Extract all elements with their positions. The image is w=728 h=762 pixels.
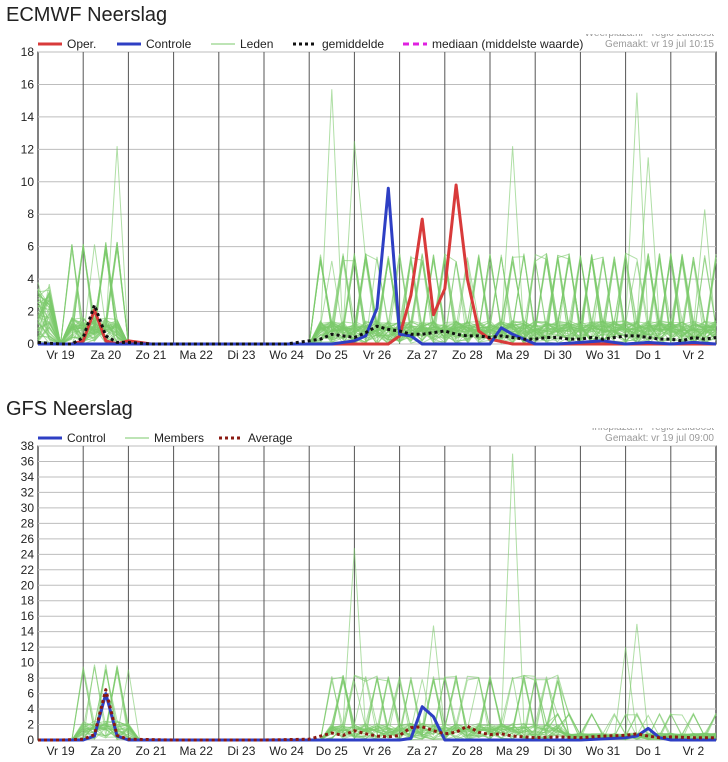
x-tick-label: Di 23 — [227, 348, 255, 362]
x-tick-label: Di 30 — [544, 348, 572, 362]
x-tick-label: Do 1 — [636, 348, 662, 362]
x-tick-label: Do 25 — [316, 744, 348, 758]
y-tick-label: 4 — [27, 272, 34, 286]
series-line-gemiddelde — [37, 303, 717, 346]
y-tick-label: 36 — [21, 454, 35, 468]
gfs-chart-title: GFS Neerslag — [6, 398, 133, 420]
y-tick-label: 16 — [21, 77, 35, 91]
x-tick-label: Vr 19 — [46, 744, 75, 758]
y-tick-label: 2 — [27, 718, 34, 732]
x-tick-label: Di 30 — [544, 744, 572, 758]
x-tick-label: Vr 19 — [46, 348, 75, 362]
x-tick-label: Vr 26 — [363, 744, 392, 758]
x-tick-label: Di 23 — [227, 744, 255, 758]
series-line-controle — [38, 186, 717, 346]
y-tick-label: 10 — [21, 175, 35, 189]
y-tick-label: 26 — [21, 532, 35, 546]
y-tick-label: 18 — [21, 45, 35, 59]
legend-label: Average — [248, 431, 293, 445]
legend-label: gemiddelde — [322, 37, 384, 51]
x-tick-label: Za 20 — [90, 744, 121, 758]
y-tick-label: 0 — [27, 733, 34, 747]
x-tick-label: Za 27 — [407, 348, 438, 362]
x-tick-label: Wo 24 — [269, 348, 304, 362]
y-tick-label: 38 — [21, 439, 35, 453]
y-tick-label: 12 — [21, 142, 35, 156]
y-tick-label: 22 — [21, 563, 35, 577]
x-tick-label: Vr 2 — [683, 348, 705, 362]
x-tick-label: Do 25 — [316, 348, 348, 362]
ecmwf-chart: 0 2 4 6 8 10 12 14 16 18 Vr 19 Za 20 Zo 21 Ma 22 Di 23… — [21, 34, 717, 362]
y-tick-label: 2 — [27, 305, 34, 319]
y-tick-label: 8 — [27, 207, 34, 221]
y-tick-label: 18 — [21, 594, 35, 608]
series-line-average — [38, 688, 716, 742]
source-note: Gemaakt: vr 19 jul 10:15 — [605, 39, 714, 50]
legend-label: Leden — [240, 37, 273, 51]
x-tick-label: Za 27 — [407, 744, 438, 758]
y-tick-label: 10 — [21, 656, 35, 670]
y-tick-label: 14 — [21, 625, 35, 639]
y-tick-label: 20 — [21, 578, 35, 592]
legend-label: Control — [67, 431, 106, 445]
ecmwf-chart-title: ECMWF Neerslag — [6, 4, 168, 26]
source-note: Infoplaza.nl - regio zuidoost — [592, 428, 715, 433]
x-tick-label: Wo 31 — [586, 348, 621, 362]
y-tick-label: 32 — [21, 485, 35, 499]
x-tick-label: Wo 24 — [269, 744, 304, 758]
y-tick-label: 4 — [27, 702, 34, 716]
y-tick-label: 12 — [21, 640, 35, 654]
x-tick-label: Zo 28 — [452, 744, 483, 758]
x-tick-label: Ma 29 — [496, 348, 530, 362]
legend-label: Controle — [146, 37, 192, 51]
series-line-oper- — [38, 183, 716, 346]
legend-label: Oper. — [67, 37, 96, 51]
source-note: Gemaakt: vr 19 jul 09:00 — [605, 433, 714, 444]
y-tick-label: 28 — [21, 516, 35, 530]
y-tick-label: 30 — [21, 501, 35, 515]
x-tick-label: Ma 29 — [496, 744, 530, 758]
x-tick-label: Vr 26 — [363, 348, 392, 362]
y-tick-label: 24 — [21, 547, 35, 561]
x-tick-label: Ma 22 — [180, 348, 214, 362]
x-tick-label: Zo 21 — [136, 348, 167, 362]
x-tick-label: Za 20 — [90, 348, 121, 362]
x-tick-label: Do 1 — [636, 744, 662, 758]
source-note: Weerplaza.nl - regio zuidoost — [585, 34, 715, 39]
y-tick-label: 16 — [21, 609, 35, 623]
y-tick-label: 14 — [21, 110, 35, 124]
x-tick-label: Zo 21 — [136, 744, 167, 758]
legend-label: mediaan (middelste waarde) — [432, 37, 583, 51]
x-tick-label: Wo 31 — [586, 744, 621, 758]
y-tick-label: 0 — [27, 337, 34, 351]
x-tick-label: Zo 28 — [452, 348, 483, 362]
x-tick-label: Ma 22 — [180, 744, 214, 758]
x-tick-label: Vr 2 — [683, 744, 705, 758]
y-tick-label: 34 — [21, 470, 35, 484]
y-tick-label: 6 — [27, 687, 34, 701]
legend-label: Members — [154, 431, 204, 445]
y-tick-label: 6 — [27, 240, 34, 254]
y-tick-label: 8 — [27, 671, 34, 685]
plot-frame — [37, 445, 717, 741]
